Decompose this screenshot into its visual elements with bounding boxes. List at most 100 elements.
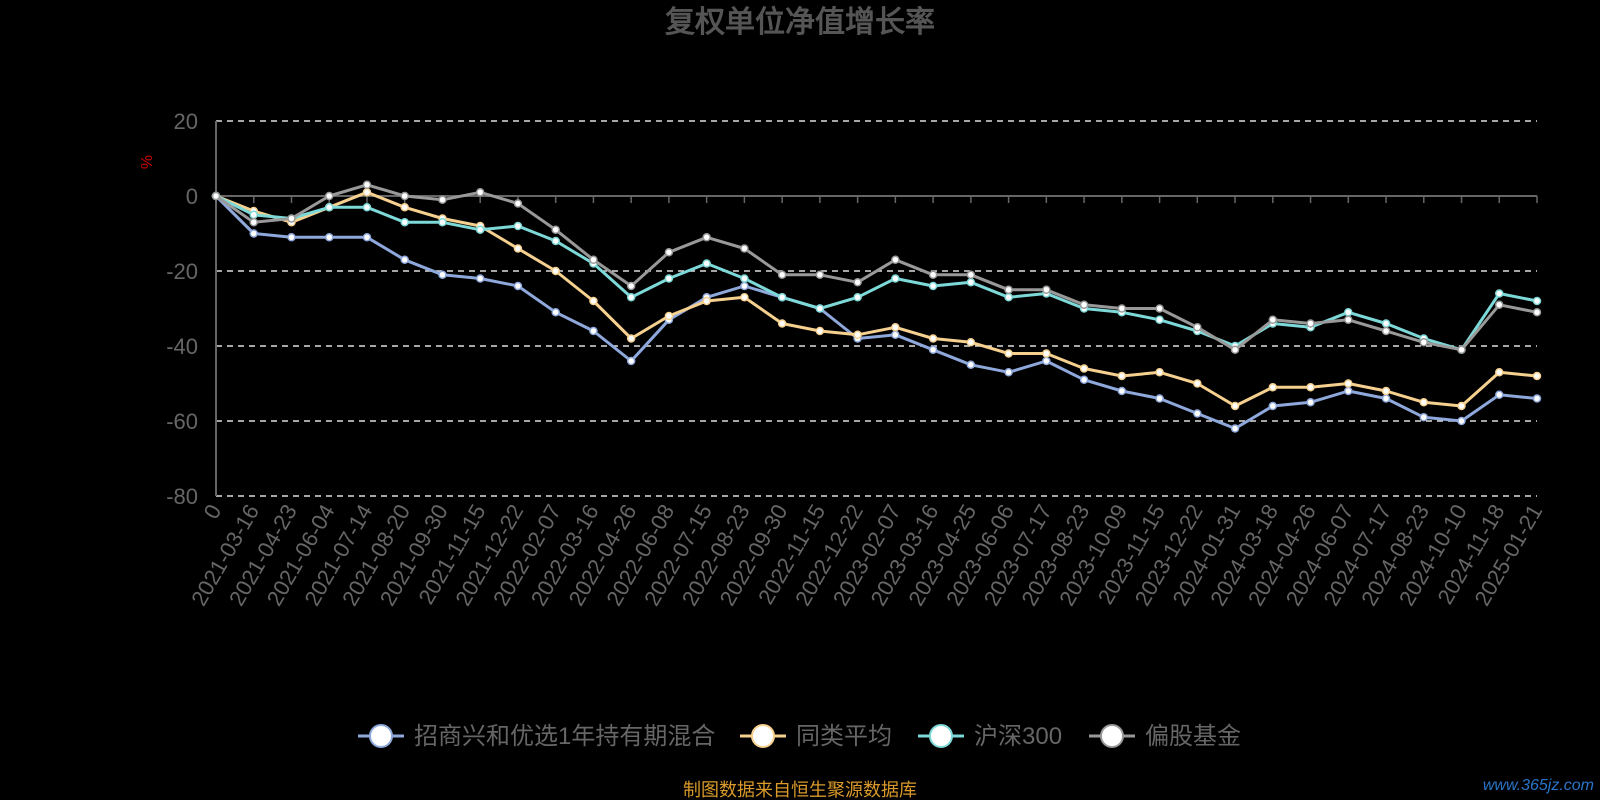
series-line-0 [214,194,1538,430]
legend: 招商兴和优选1年持有期混合 同类平均 沪深300 偏股基金 [358,723,1241,750]
chart-title: 复权单位净值增长率 [665,5,935,39]
data-point [815,270,825,279]
legend-marker [369,724,393,748]
data-point [551,225,560,234]
data-point [1004,368,1013,377]
data-point [1004,349,1013,358]
data-point [1306,383,1315,392]
data-point [1268,383,1278,392]
data-point [475,274,485,283]
data-point [702,296,711,306]
legend-item-3[interactable]: 偏股基金 [1089,723,1241,750]
data-point [589,255,598,264]
data-point [589,326,598,336]
watermark: www.365jz.com [1483,777,1594,794]
data-point [891,323,900,332]
data-point [664,311,674,321]
data-point [1381,394,1391,403]
legend-label: 同类平均 [796,723,892,750]
data-point [1532,394,1542,403]
data-point [1004,285,1013,294]
data-point [1042,285,1051,294]
y-tick-label: -20 [166,259,198,284]
data-point [815,326,825,336]
series-line-1 [215,190,1538,408]
data-point [966,270,976,279]
data-point [891,274,900,283]
data-point [362,180,372,189]
data-point [1344,308,1353,317]
y-tick-label: 20 [174,109,198,134]
data-point [1268,401,1278,411]
y-tick-label: -80 [166,484,198,509]
legend-item-0[interactable]: 招商兴和优选1年持有期混合 [358,723,715,750]
data-point [362,203,372,212]
legend-marker [929,724,953,748]
data-point [1230,424,1240,433]
data-point [1532,371,1542,381]
data-point [1042,356,1051,366]
data-point [1532,296,1542,306]
data-point [1193,409,1202,418]
data-point [1495,390,1504,399]
x-axis-ticks: 02021-03-162021-04-232021-06-042021-07-1… [186,196,1547,610]
data-point [1230,345,1240,354]
data-point [362,233,372,242]
legend-item-1[interactable]: 同类平均 [740,723,892,750]
data-point [740,293,749,302]
data-point [249,218,258,227]
data-point [1306,319,1315,328]
data-point [928,281,938,291]
data-point [551,308,560,317]
data-point [1381,319,1391,328]
data-point [400,255,409,264]
data-point [211,191,221,201]
data-point [324,191,334,201]
data-point [475,225,485,234]
data-point [513,221,523,231]
data-point [966,278,976,287]
data-point [928,345,938,354]
grid-lines [215,120,1537,497]
data-point [777,319,787,328]
data-point [249,229,258,238]
data-point [626,281,636,291]
data-point [1155,304,1164,313]
data-point [1381,386,1391,396]
data-point [400,191,409,201]
data-point [966,338,976,347]
data-point [928,334,938,343]
data-point [1306,398,1315,407]
data-point [1419,398,1429,407]
data-point [513,244,523,253]
legend-label: 偏股基金 [1145,723,1241,750]
data-point [438,195,447,204]
data-point [626,356,636,366]
data-point [1193,323,1202,332]
data-point [1155,315,1164,324]
data-point [589,296,598,306]
series-line-3 [215,183,1538,352]
legend-item-2[interactable]: 沪深300 [918,723,1062,750]
data-point [1230,401,1240,411]
data-point [815,304,825,313]
data-point [1117,371,1127,381]
data-point [362,188,372,197]
legend-marker [1100,724,1124,748]
data-point [1457,401,1466,411]
data-point [928,270,938,279]
data-point [1117,386,1127,396]
data-point [1419,338,1429,347]
data-point [664,274,674,283]
data-point [1268,315,1278,324]
data-point [777,270,787,279]
data-point [1344,379,1353,388]
y-axis-unit: % [139,155,156,169]
data-point [438,270,447,279]
data-point [702,233,711,242]
data-point [513,199,523,208]
data-point [1042,349,1051,358]
data-point [287,233,296,242]
data-point [324,203,334,212]
